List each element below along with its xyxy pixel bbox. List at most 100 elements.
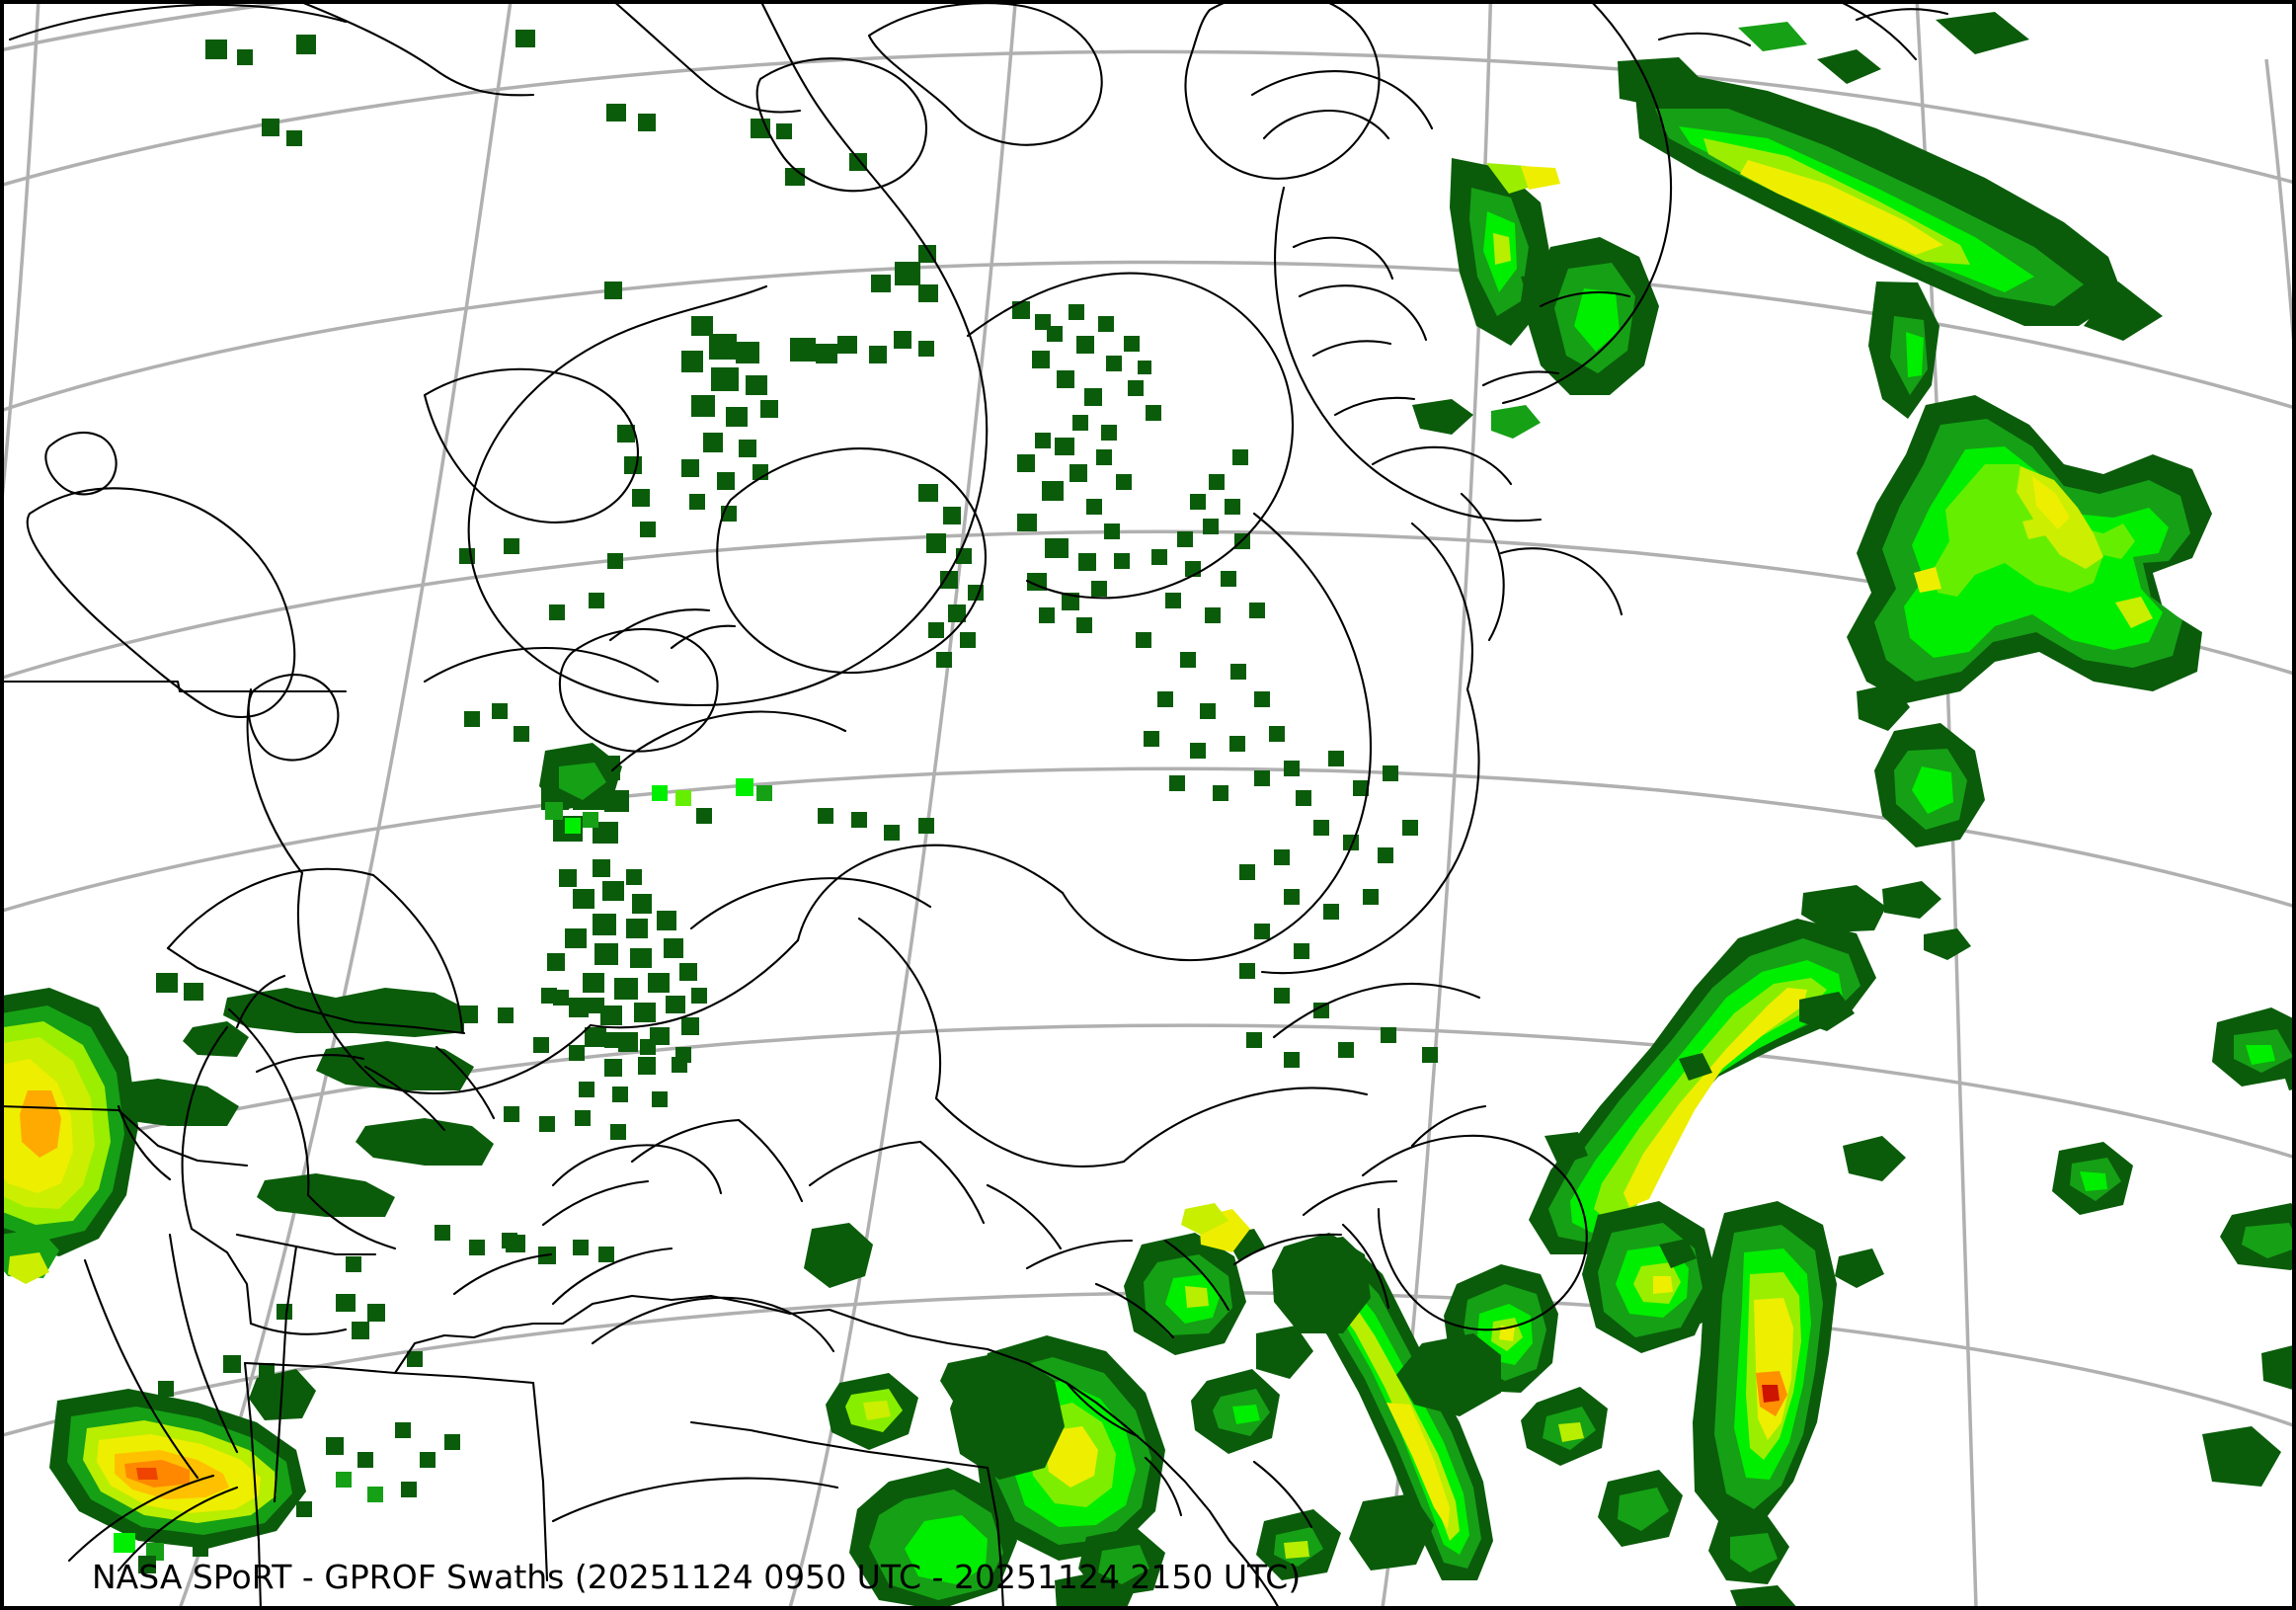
coastline: [1252, 1460, 1313, 1529]
swath-cell-group: [1491, 405, 1541, 439]
swath-gulf-stream: [1669, 1201, 1884, 1610]
swath-cell-group: [2202, 1426, 2281, 1487]
coastline: [1025, 1239, 1134, 1270]
swath-cell-group: [1396, 1333, 1501, 1416]
longitude-line: [0, 0, 40, 537]
coastline: [247, 674, 340, 762]
coastline: [1302, 1179, 1398, 1217]
coastline: [306, 1193, 397, 1250]
border-line: [551, 1477, 839, 1523]
coastline: [551, 1144, 723, 1195]
coastline: [377, 1023, 593, 1094]
swath-cell-group: [804, 1223, 873, 1288]
coastline: [610, 0, 802, 114]
swath-cell-group: [1730, 1533, 1778, 1572]
swath-cell-group: [1256, 1326, 1313, 1379]
swath-mid-atlantic-main: [1847, 282, 2212, 847]
coastline: [1065, 1381, 1140, 1438]
swath-cell-group: [136, 1468, 158, 1480]
border-line: [561, 1294, 792, 1326]
swath-north-atlantic-central: [1256, 1237, 1697, 1580]
swath-cell-group: [1574, 288, 1620, 352]
coastline: [670, 624, 737, 650]
swath-cell-group: [1843, 1136, 1906, 1181]
swath-cell-group: [1857, 684, 1910, 731]
swath-cell-group: [1730, 1585, 1799, 1610]
latitude-line: [0, 1023, 2296, 1167]
coastline: [1410, 1104, 1487, 1148]
swath-cell-group: [1659, 1239, 1697, 1268]
border-line: [168, 1233, 239, 1454]
coastline: [1144, 1456, 1183, 1517]
border-line: [273, 1245, 298, 1503]
coastline: [435, 1045, 496, 1120]
coastline: [857, 917, 942, 1100]
border-line: [393, 1322, 565, 1375]
swath-cell-group: [8, 1252, 49, 1284]
coastline: [1274, 186, 1543, 523]
swath-new-england-offshore: [804, 1203, 1371, 1480]
coastlines-and-borders: [0, 0, 1949, 1610]
swath-cell-group: [1618, 1488, 1669, 1531]
swath-cell-group: [1412, 399, 1473, 435]
coastline: [1460, 492, 1505, 642]
latitude-line: [0, 0, 318, 52]
swath-cell-group: [1349, 1493, 1434, 1570]
swath-cell-group: [1817, 49, 1881, 84]
figure-caption: NASA SPoRT - GPROF Swaths (20251124 0950…: [92, 1558, 1302, 1596]
swath-cell-group: [1284, 1541, 1309, 1559]
coastline: [1657, 32, 1752, 47]
coastline: [190, 1227, 253, 1326]
coastline: [227, 1007, 310, 1197]
coastline: [610, 710, 847, 772]
border-line: [243, 1361, 263, 1610]
coastline: [1333, 396, 1416, 417]
swath-new-england-scatter: [158, 1235, 614, 1397]
swath-cell-group: [1799, 992, 1855, 1031]
swath-cell-group: [1558, 1422, 1584, 1442]
coastline: [1272, 982, 1481, 1039]
latitude-line: [0, 260, 2296, 413]
coastline: [26, 487, 296, 719]
swath-cell-group: [1181, 1203, 1228, 1235]
coastline: [808, 1140, 922, 1187]
coastline: [8, 3, 348, 41]
swath-cell-group: [2080, 1171, 2107, 1191]
coastline: [1232, 1233, 1343, 1266]
coastline: [1163, 1239, 1230, 1312]
coastline: [1292, 236, 1394, 281]
border-line: [788, 1308, 990, 1351]
coastline: [1371, 445, 1513, 486]
coastline: [452, 1252, 553, 1296]
coastline: [467, 0, 989, 707]
swath-cell-group: [1098, 1545, 1149, 1584]
coastline: [755, 57, 928, 193]
coastline: [117, 1486, 239, 1572]
swath-cell-group: [1924, 928, 1971, 960]
coastline: [246, 687, 304, 875]
coastline: [363, 1065, 446, 1132]
swath-upper-midwest: [0, 988, 138, 1284]
coastline: [737, 1118, 804, 1203]
coastline: [296, 871, 381, 1087]
longitude-line: [787, 0, 1018, 1610]
swath-cell-group: [1185, 1286, 1209, 1308]
coastline: [423, 646, 660, 684]
swath-cell-group: [1521, 275, 1552, 302]
coastline: [551, 1247, 673, 1306]
swath-ohio-valley: [49, 1369, 918, 1573]
coastline: [630, 1118, 741, 1164]
swath-cell-group: [1232, 1405, 1260, 1424]
coastline: [1094, 1282, 1175, 1339]
latitude-line: [0, 766, 2296, 914]
swath-cell-group: [2115, 597, 2153, 628]
swath-cell-group: [1740, 160, 1943, 255]
coastline: [117, 1104, 172, 1181]
coastline: [541, 1179, 650, 1227]
border-line: [166, 946, 466, 1035]
coastline: [1499, 547, 1623, 616]
swath-cell-group: [1912, 766, 1953, 814]
coastline: [986, 1183, 1063, 1250]
